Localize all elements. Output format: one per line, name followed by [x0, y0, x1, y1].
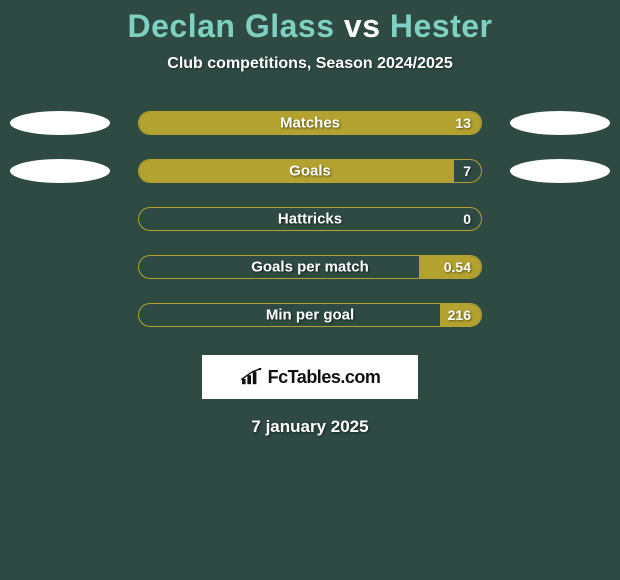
title-player1: Declan Glass [128, 8, 335, 44]
stat-label: Goals per match [251, 259, 369, 276]
stat-bar-track: Goals per match 0.54 [138, 255, 482, 279]
player-ellipse-right [510, 111, 610, 135]
stat-row: Goals 7 [0, 159, 620, 183]
stat-bar-track: Matches 13 [138, 111, 482, 135]
stat-row: Min per goal 216 [0, 303, 620, 327]
stat-value: 13 [455, 115, 471, 131]
subtitle: Club competitions, Season 2024/2025 [0, 55, 620, 73]
watermark: FcTables.com [202, 355, 418, 399]
bar-chart-icon [240, 368, 262, 386]
player-ellipse-right [510, 159, 610, 183]
player-ellipse-left [10, 111, 110, 135]
stat-label: Matches [280, 115, 340, 132]
stat-value: 7 [463, 163, 471, 179]
stat-value: 0 [463, 211, 471, 227]
stat-row: Matches 13 [0, 111, 620, 135]
stat-bar-track: Min per goal 216 [138, 303, 482, 327]
page-title: Declan Glass vs Hester [0, 8, 620, 45]
stat-label: Goals [289, 163, 331, 180]
stat-value: 216 [448, 307, 471, 323]
date-text: 7 january 2025 [0, 417, 620, 437]
infographic-container: Declan Glass vs Hester Club competitions… [0, 0, 620, 437]
title-player2: Hester [390, 8, 493, 44]
stat-label: Min per goal [266, 307, 354, 324]
stat-row: Goals per match 0.54 [0, 255, 620, 279]
stat-bar-track: Goals 7 [138, 159, 482, 183]
stats-rows: Matches 13 Goals 7 Hattricks 0 Goals per match… [0, 111, 620, 327]
watermark-text: FcTables.com [268, 367, 381, 388]
stat-row: Hattricks 0 [0, 207, 620, 231]
player-ellipse-left [10, 159, 110, 183]
stat-bar-track: Hattricks 0 [138, 207, 482, 231]
stat-label: Hattricks [278, 211, 342, 228]
stat-value: 0.54 [444, 259, 471, 275]
title-vs: vs [344, 8, 381, 44]
